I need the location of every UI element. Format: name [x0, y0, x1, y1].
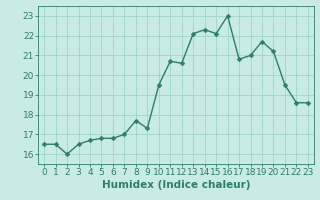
X-axis label: Humidex (Indice chaleur): Humidex (Indice chaleur)	[102, 180, 250, 190]
